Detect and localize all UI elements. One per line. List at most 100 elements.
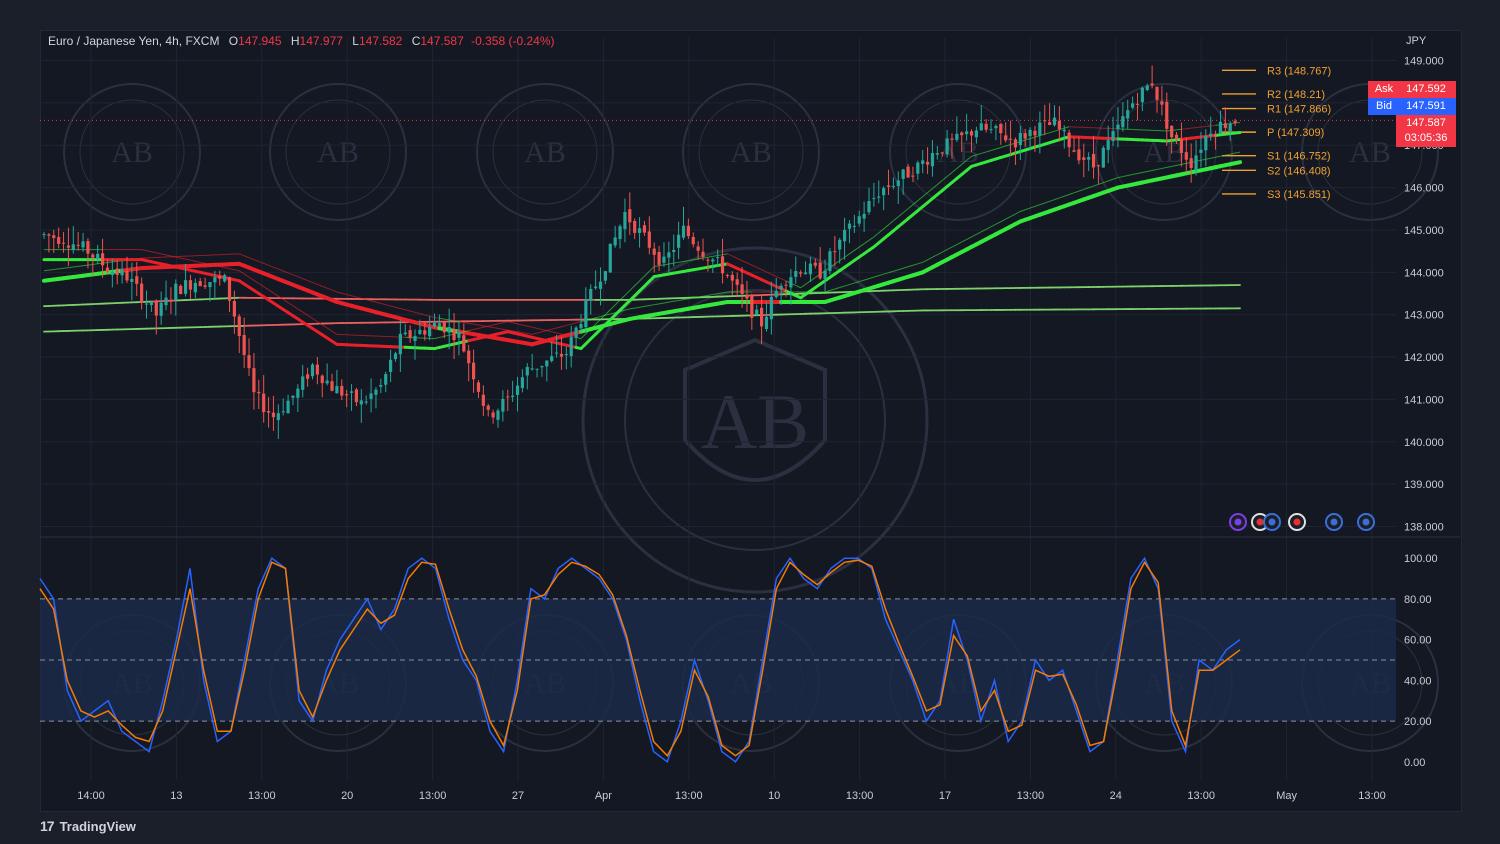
ma-50-band [1161, 166, 1167, 169]
candle-body [657, 251, 661, 265]
ma-20-band [297, 308, 303, 313]
ask-value: 147.592 [1396, 81, 1456, 98]
ma-50-band [43, 269, 49, 272]
candle-body [169, 300, 173, 302]
time-tick-label: Apr [595, 790, 612, 802]
ma-50-band [112, 260, 118, 263]
svg-text:AB: AB [317, 136, 359, 169]
candle-body [398, 333, 402, 355]
event-marker-icon[interactable] [1357, 513, 1375, 531]
ma-50-band [1205, 157, 1211, 160]
ma-50-band [966, 236, 972, 240]
candle-body [515, 385, 520, 395]
ma-50-band [239, 253, 245, 257]
ma-20-band [863, 239, 870, 245]
ma-50-band [663, 301, 669, 304]
ma-20-band [209, 263, 215, 266]
candle-body [584, 299, 588, 328]
ma-50-band [468, 322, 474, 325]
ma-20-band [331, 330, 338, 335]
ma-20-band [717, 254, 723, 257]
time-tick-label: 13:00 [419, 790, 447, 802]
ma-50-band [243, 255, 250, 259]
candle-body [1150, 83, 1154, 86]
ma-20-band [795, 285, 801, 289]
ma-50-band [73, 265, 79, 268]
ma-20-band [1230, 122, 1236, 125]
ma-50-band [824, 290, 831, 293]
bar-countdown: 03:05:36 [1396, 130, 1456, 147]
ma-50-band [346, 294, 352, 297]
candle-body [1033, 130, 1037, 136]
time-tick-label: 10 [768, 790, 780, 802]
ma-50-band [370, 300, 377, 303]
candle-body [984, 123, 988, 130]
tradingview-brand[interactable]: 17 TradingView [40, 818, 136, 834]
ma-20-band [507, 321, 513, 324]
candle-body [491, 412, 495, 418]
candle-body [730, 274, 734, 281]
ma-50-band [639, 305, 645, 308]
candle-body [857, 216, 861, 224]
ma-50-band [287, 272, 294, 276]
event-marker-icon[interactable] [1325, 513, 1343, 531]
candle-body [359, 400, 363, 405]
ma-50-band [624, 308, 630, 311]
stoch-tick-label: 80.00 [1404, 594, 1432, 606]
candle-body [784, 284, 788, 286]
candle-body [325, 380, 329, 384]
ma-50-band [1039, 202, 1045, 206]
ma-20-band [912, 200, 919, 206]
ma-50-band [932, 254, 938, 258]
ma-20-band [849, 250, 855, 255]
candle-body [1145, 85, 1149, 90]
candle-body [144, 303, 149, 305]
candle-body [1057, 120, 1061, 130]
candle-body [628, 209, 632, 223]
ma-50-band [63, 267, 69, 269]
ma-20-band [1005, 144, 1011, 147]
ma-20-segment [1233, 131, 1242, 135]
ma-20-band [273, 292, 279, 297]
candle-body [61, 242, 66, 244]
ma-20-band [1000, 145, 1006, 148]
candle-body [945, 138, 949, 155]
candle-body [193, 282, 197, 293]
ma-20-band [917, 196, 924, 202]
ma-50-band [956, 241, 962, 245]
ma-50-band [1025, 207, 1031, 211]
ma-50-band [610, 312, 616, 315]
ma-20-band [693, 258, 699, 261]
candle-body [105, 267, 110, 273]
stoch-d-line [39, 559, 1241, 757]
ma-50-band [634, 306, 640, 309]
ma-50-band [971, 233, 977, 238]
ma-20-band [897, 212, 904, 218]
candle-body [208, 282, 212, 288]
ma-20-band [990, 148, 997, 151]
ma-50-band [595, 316, 601, 319]
candle-body [1135, 103, 1140, 105]
candle-body [369, 393, 373, 399]
ma-20-band [614, 299, 621, 306]
ma-50-band [380, 302, 386, 306]
event-marker-icon[interactable] [1288, 513, 1306, 531]
ma-20-band [551, 331, 557, 334]
ma-20-band [619, 295, 626, 301]
candle-body [740, 284, 744, 295]
ma-20-band [546, 330, 552, 333]
ma-20-band [238, 270, 245, 275]
ma-20-band [190, 259, 196, 262]
candle-body [242, 334, 246, 355]
event-marker-icon[interactable] [1263, 513, 1281, 531]
event-marker-icon[interactable] [1229, 513, 1247, 531]
ma-20-band [609, 304, 616, 311]
ma-20-band [858, 243, 865, 248]
ma-50-band [107, 261, 113, 264]
event-markers[interactable] [1229, 513, 1375, 531]
ma-50-band [605, 313, 611, 316]
ma-20-band [1186, 127, 1192, 130]
ma-50-band [1117, 176, 1123, 179]
candle-body [828, 251, 832, 272]
